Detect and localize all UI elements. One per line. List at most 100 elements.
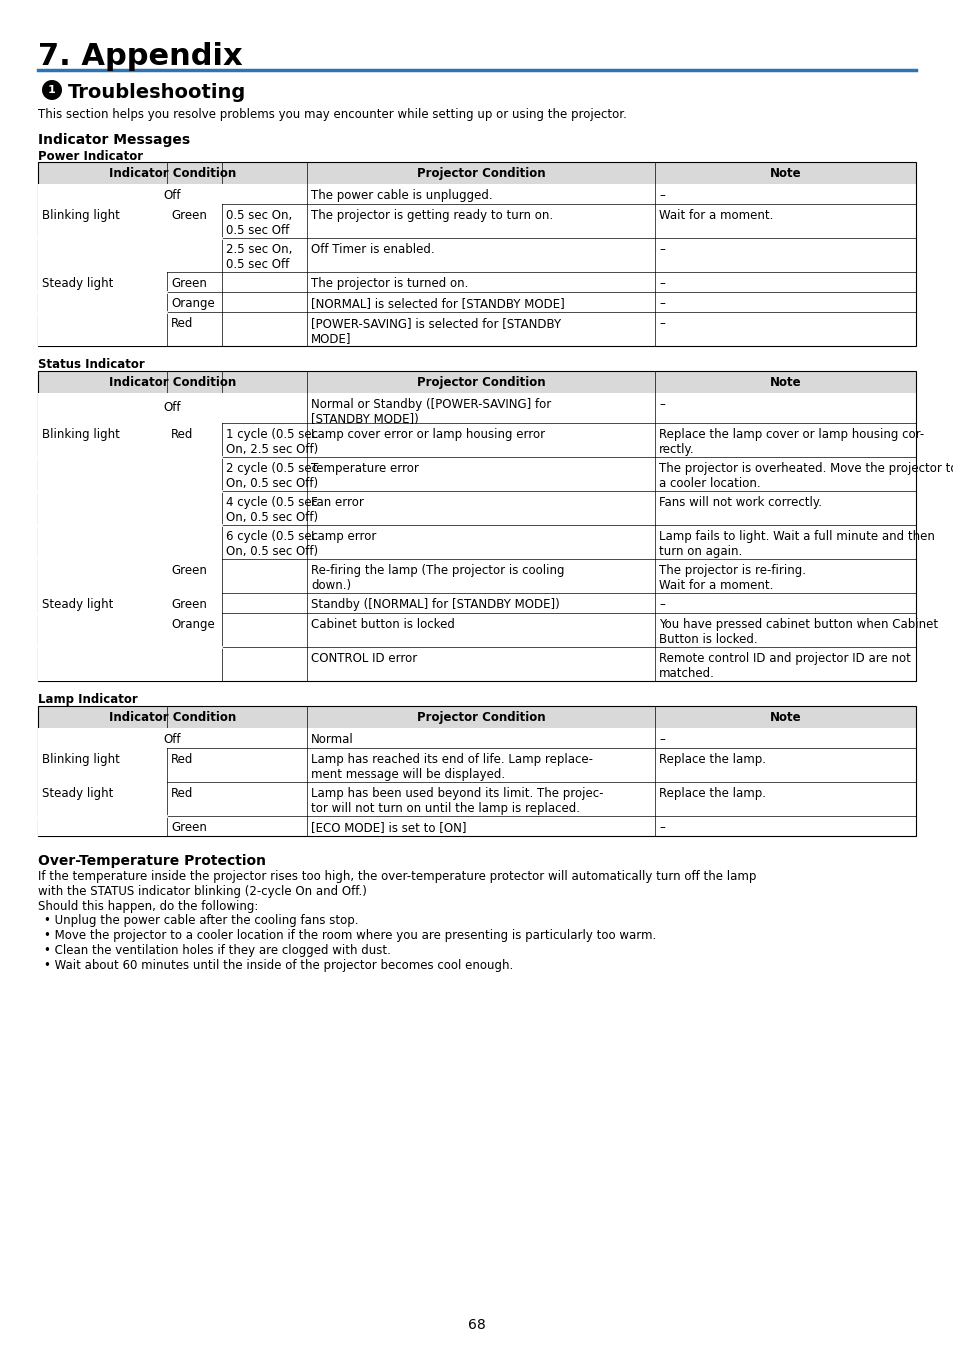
Bar xyxy=(222,311,307,346)
Bar xyxy=(222,647,307,681)
Text: Troubleshooting: Troubleshooting xyxy=(68,84,246,102)
Text: The projector is getting ready to turn on.: The projector is getting ready to turn o… xyxy=(311,209,553,222)
Bar xyxy=(167,647,222,681)
Text: 2 cycle (0.5 sec
On, 0.5 sec Off): 2 cycle (0.5 sec On, 0.5 sec Off) xyxy=(226,462,317,491)
Bar xyxy=(38,782,167,816)
Bar xyxy=(307,272,655,293)
Bar xyxy=(38,491,167,524)
Text: Blinking light: Blinking light xyxy=(42,429,120,441)
Bar xyxy=(167,613,222,647)
Text: –: – xyxy=(659,317,664,330)
Text: [NORMAL] is selected for [STANDBY MODE]: [NORMAL] is selected for [STANDBY MODE] xyxy=(311,297,564,310)
Text: –: – xyxy=(659,599,664,611)
Bar xyxy=(167,816,307,836)
Text: Over-Temperature Protection: Over-Temperature Protection xyxy=(38,855,266,868)
Bar xyxy=(167,613,222,681)
Text: Status Indicator: Status Indicator xyxy=(38,359,145,371)
Bar xyxy=(38,371,307,394)
Text: Note: Note xyxy=(769,167,801,181)
Text: Orange: Orange xyxy=(171,617,214,631)
Text: Lamp Indicator: Lamp Indicator xyxy=(38,693,137,706)
Text: Indicator Condition: Indicator Condition xyxy=(109,167,236,181)
Circle shape xyxy=(42,80,62,100)
Bar xyxy=(38,706,915,836)
Bar xyxy=(222,593,307,613)
Bar xyxy=(222,524,307,559)
Bar xyxy=(655,491,915,524)
Text: Orange: Orange xyxy=(171,297,214,310)
Bar xyxy=(655,782,915,816)
Text: Green: Green xyxy=(171,563,207,577)
Text: Off: Off xyxy=(164,189,181,202)
Bar xyxy=(38,816,167,836)
Text: Blinking light: Blinking light xyxy=(42,209,120,222)
Text: Lamp fails to light. Wait a full minute and then
turn on again.: Lamp fails to light. Wait a full minute … xyxy=(659,530,934,558)
Text: Temperature error: Temperature error xyxy=(311,462,418,474)
Bar xyxy=(655,728,915,748)
Bar xyxy=(655,394,915,423)
Bar xyxy=(222,394,307,423)
Text: Replace the lamp.: Replace the lamp. xyxy=(659,754,765,766)
Bar xyxy=(167,423,222,559)
Bar xyxy=(222,272,307,293)
Text: Remote control ID and projector ID are not
matched.: Remote control ID and projector ID are n… xyxy=(659,652,910,679)
Bar xyxy=(307,239,655,272)
Bar xyxy=(307,559,655,593)
Text: –: – xyxy=(659,733,664,745)
Bar xyxy=(167,559,222,593)
Text: 6 cycle (0.5 sec
On, 0.5 sec Off): 6 cycle (0.5 sec On, 0.5 sec Off) xyxy=(226,530,317,558)
Bar xyxy=(655,706,915,728)
Text: Off: Off xyxy=(164,400,181,414)
Bar xyxy=(38,748,167,782)
Text: Green: Green xyxy=(171,599,207,611)
Text: 4 cycle (0.5 sec
On, 0.5 sec Off): 4 cycle (0.5 sec On, 0.5 sec Off) xyxy=(226,496,317,524)
Text: The projector is turned on.: The projector is turned on. xyxy=(311,276,468,290)
Text: Lamp cover error or lamp housing error: Lamp cover error or lamp housing error xyxy=(311,429,544,441)
Bar xyxy=(38,311,167,346)
Bar xyxy=(307,816,655,836)
Bar xyxy=(307,593,655,613)
Bar xyxy=(167,593,222,613)
Bar xyxy=(222,613,307,647)
Bar xyxy=(38,162,307,183)
Bar xyxy=(307,311,655,346)
Text: [ECO MODE] is set to [ON]: [ECO MODE] is set to [ON] xyxy=(311,821,466,834)
Bar xyxy=(38,272,167,293)
Bar xyxy=(38,728,307,748)
Text: [POWER-SAVING] is selected for [STANDBY
MODE]: [POWER-SAVING] is selected for [STANDBY … xyxy=(311,317,560,345)
Bar xyxy=(38,239,167,272)
Bar xyxy=(167,239,222,272)
Bar xyxy=(38,647,167,681)
Bar xyxy=(222,204,307,239)
Text: Green: Green xyxy=(171,276,207,290)
Bar xyxy=(167,524,222,559)
Bar xyxy=(655,371,915,394)
Bar xyxy=(307,647,655,681)
Bar xyxy=(38,204,167,272)
Bar xyxy=(307,491,655,524)
Text: The projector is re-firing.
Wait for a moment.: The projector is re-firing. Wait for a m… xyxy=(659,563,805,592)
Bar xyxy=(307,371,655,394)
Text: • Unplug the power cable after the cooling fans stop.: • Unplug the power cable after the cooli… xyxy=(44,914,358,927)
Bar xyxy=(655,816,915,836)
Bar xyxy=(167,183,222,204)
Bar xyxy=(38,183,307,204)
Text: • Clean the ventilation holes if they are clogged with dust.: • Clean the ventilation holes if they ar… xyxy=(44,944,391,957)
Bar xyxy=(38,593,167,681)
Text: Re-firing the lamp (The projector is cooling
down.): Re-firing the lamp (The projector is coo… xyxy=(311,563,564,592)
Text: The projector is overheated. Move the projector to
a cooler location.: The projector is overheated. Move the pr… xyxy=(659,462,953,491)
Text: • Move the projector to a cooler location if the room where you are presenting i: • Move the projector to a cooler locatio… xyxy=(44,929,656,942)
Bar xyxy=(222,457,307,491)
Bar xyxy=(38,423,167,593)
Bar xyxy=(655,613,915,647)
Bar xyxy=(38,204,167,239)
Bar xyxy=(38,371,915,681)
Text: 1: 1 xyxy=(48,85,56,94)
Text: Power Indicator: Power Indicator xyxy=(38,150,143,163)
Text: Note: Note xyxy=(769,710,801,724)
Text: Projector Condition: Projector Condition xyxy=(416,376,545,390)
Bar xyxy=(167,204,222,239)
Bar xyxy=(38,593,167,613)
Text: Lamp has been used beyond its limit. The projec-
tor will not turn on until the : Lamp has been used beyond its limit. The… xyxy=(311,787,603,816)
Bar xyxy=(222,183,307,204)
